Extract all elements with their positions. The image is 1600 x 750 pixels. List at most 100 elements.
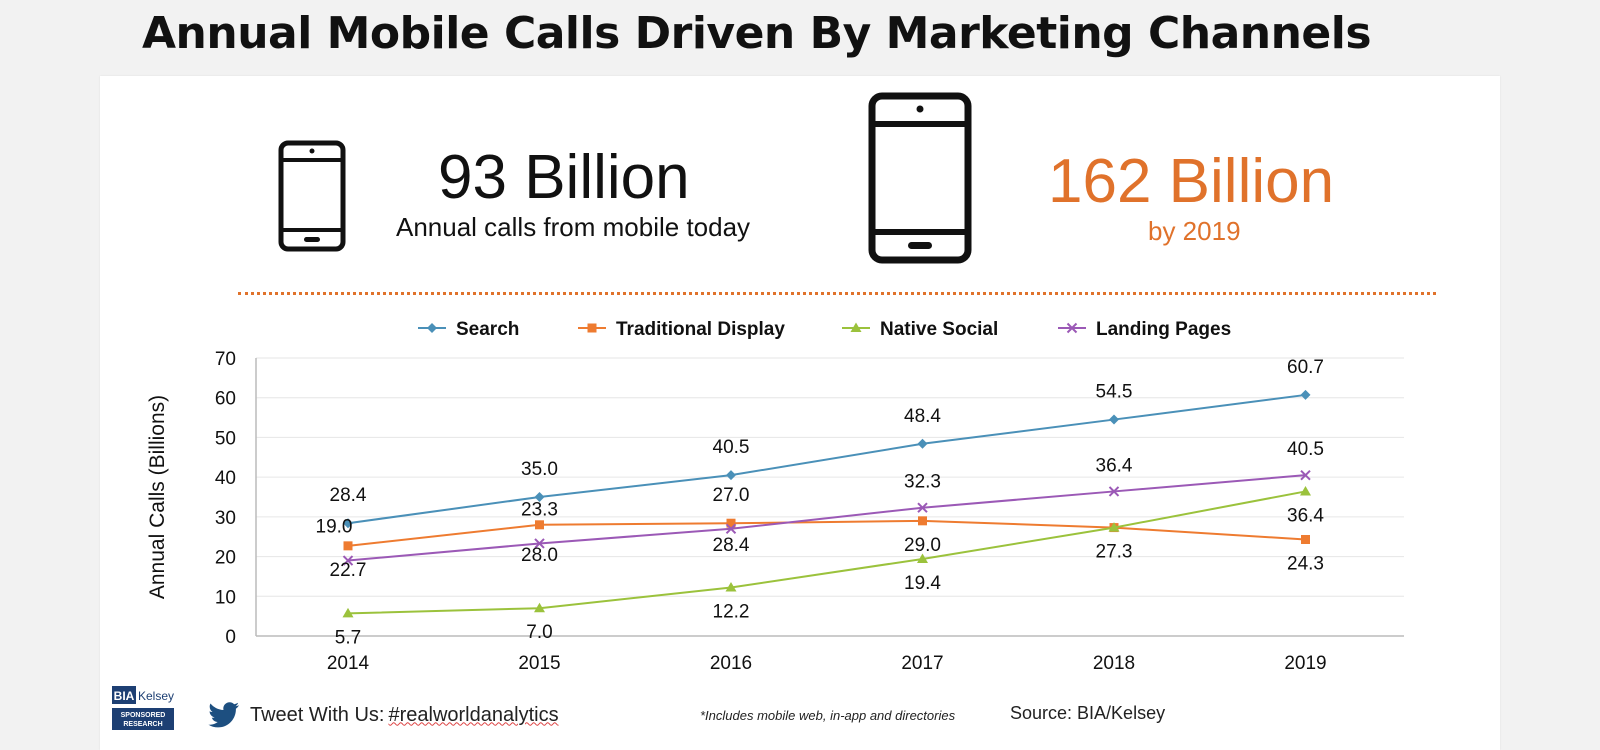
data-label: 40.5: [1287, 439, 1324, 460]
data-label: 48.4: [904, 406, 941, 427]
stat-value-2019: 162 Billion: [1048, 147, 1335, 216]
stat-caption-today: Annual calls from mobile today: [396, 212, 751, 242]
tweet-hashtag: #realworldanalytics: [388, 703, 559, 726]
data-label: 36.4: [1287, 505, 1324, 526]
data-label: 27.3: [1096, 542, 1133, 563]
y-tick-label: 30: [215, 508, 236, 529]
data-point-marker: [917, 438, 928, 449]
slide-card: 93 Billion Annual calls from mobile toda…: [100, 76, 1500, 750]
data-point-marker: [427, 323, 437, 333]
chart-data-labels: 28.4 35.0 40.5 48.4 54.5 60.7 22.7 28.0 28.4 29.0…: [316, 357, 1325, 648]
data-point-marker: [587, 323, 597, 333]
series-search: [343, 389, 1311, 529]
y-tick-label: 70: [215, 349, 236, 370]
tweet-callout: Tweet With Us: #realworldanalytics: [208, 702, 559, 728]
bia-kelsey-logo: BIA Kelsey SPONSORED RESEARCH: [112, 686, 174, 730]
dotted-divider: [238, 292, 1436, 295]
x-tick-label: 2018: [1093, 653, 1135, 674]
data-label: 29.0: [904, 535, 941, 556]
y-tick-label: 0: [225, 627, 236, 648]
legend-label: Native Social: [880, 319, 998, 340]
y-axis-title: Annual Calls (Billions): [146, 395, 169, 599]
data-point-marker: [917, 502, 928, 513]
legend-label: Traditional Display: [616, 319, 785, 340]
data-point-marker: [534, 492, 545, 502]
x-tick-label: 2014: [327, 653, 370, 674]
svg-text:RESEARCH: RESEARCH: [123, 721, 162, 728]
data-label: 54.5: [1096, 382, 1133, 403]
data-point-marker: [343, 518, 353, 529]
source-credit: Source: BIA/Kelsey: [1010, 703, 1166, 723]
data-label: 28.4: [713, 535, 750, 556]
data-point-marker: [1066, 322, 1078, 334]
chart-axes: 0 10 20 30 40 50 60 70 2014 2015 2016 2017 2018 2019 A…: [146, 349, 1404, 674]
chart-legend: Search Traditional Display Native Social La…: [418, 319, 1231, 340]
data-label: 7.0: [526, 622, 552, 643]
twitter-bird-icon: [208, 702, 239, 728]
x-tick-label: 2019: [1284, 653, 1326, 674]
data-label: 5.7: [335, 627, 361, 648]
data-point-marker: [725, 523, 737, 534]
svg-text:Kelsey: Kelsey: [138, 689, 174, 703]
data-label: 24.3: [1287, 553, 1324, 574]
data-point-marker: [1108, 522, 1120, 532]
chart-gridlines: [256, 357, 1404, 597]
x-tick-label: 2017: [901, 653, 943, 674]
data-point-marker: [1109, 414, 1119, 425]
data-label: 19.4: [904, 573, 941, 594]
legend-label: Search: [456, 319, 519, 340]
tweet-prefix: Tweet With Us:: [250, 703, 385, 726]
y-tick-label: 10: [215, 587, 236, 608]
y-tick-label: 20: [215, 548, 236, 569]
series-line: [347, 474, 1306, 562]
x-tick-label: 2016: [710, 653, 752, 674]
data-point-marker: [850, 322, 862, 332]
y-tick-label: 50: [215, 428, 236, 449]
small-phone-icon: [278, 140, 346, 252]
data-point-marker: [535, 520, 544, 530]
data-label: 28.4: [330, 485, 367, 506]
large-phone-icon: [868, 92, 972, 264]
series-native-social: [342, 485, 1311, 618]
data-label: 19.0: [316, 517, 353, 538]
data-label: 40.5: [713, 437, 750, 458]
data-label: 23.3: [521, 499, 558, 520]
data-point-marker: [918, 516, 927, 526]
line-chart: 0 10 20 30 40 50 60 70 2014 2015 2016 2017 2018 2019 A…: [146, 319, 1404, 674]
page-title: Annual Mobile Calls Driven By Marketing …: [142, 8, 1372, 59]
series-landing-pages: [342, 469, 1311, 566]
data-label: 12.2: [713, 602, 750, 623]
y-tick-label: 60: [215, 389, 236, 410]
legend-label: Landing Pages: [1096, 319, 1231, 340]
data-point-marker: [343, 541, 353, 551]
data-point-marker: [342, 555, 354, 566]
data-label: 60.7: [1287, 357, 1324, 378]
data-point-marker: [342, 607, 354, 618]
data-label: 35.0: [521, 459, 558, 480]
series-line: [347, 490, 1306, 615]
data-point-marker: [726, 518, 736, 528]
data-label: 36.4: [1096, 455, 1133, 476]
data-label: 22.7: [330, 560, 367, 581]
data-label: 32.3: [904, 472, 941, 493]
data-point-marker: [917, 553, 928, 563]
y-tick-label: 40: [215, 468, 236, 489]
series-line: [347, 519, 1306, 547]
data-point-marker: [1301, 534, 1310, 544]
data-point-marker: [725, 582, 737, 592]
series-traditional-display: [343, 516, 1310, 551]
footnote: *Includes mobile web, in-app and directo…: [700, 708, 956, 723]
stat-caption-2019: by 2019: [1148, 216, 1241, 246]
data-point-marker: [1300, 389, 1311, 400]
data-point-marker: [1108, 486, 1120, 497]
data-point-marker: [534, 538, 545, 549]
data-label: 27.0: [713, 485, 750, 506]
series-line: [347, 393, 1306, 525]
data-point-marker: [1300, 469, 1311, 481]
data-point-marker: [534, 602, 545, 613]
svg-text:BIA: BIA: [114, 689, 135, 703]
svg-text:SPONSORED: SPONSORED: [121, 712, 166, 719]
data-point-marker: [1300, 485, 1311, 496]
data-point-marker: [726, 470, 736, 481]
stat-value-today: 93 Billion: [438, 143, 690, 212]
